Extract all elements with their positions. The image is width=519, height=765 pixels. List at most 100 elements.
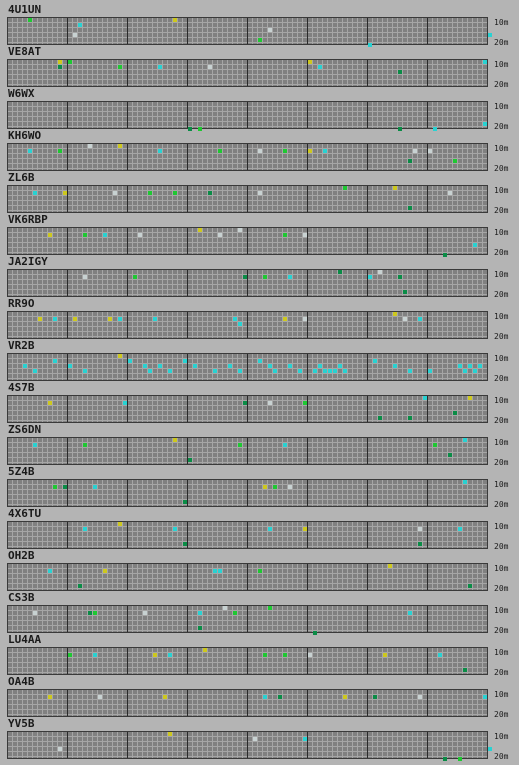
station-callsign: OH2B	[8, 549, 35, 562]
band-label-20m: 20m	[494, 542, 509, 551]
spot-cell	[403, 290, 407, 294]
spot-cell	[213, 369, 217, 373]
spot-cell	[323, 369, 327, 373]
spot-cell	[83, 527, 87, 531]
spot-cell	[223, 606, 227, 610]
spot-cell	[163, 695, 167, 699]
band-label-10m: 10m	[494, 648, 509, 657]
spot-cell	[203, 648, 207, 652]
timeline-grid	[7, 731, 492, 761]
station-callsign: RR9O	[8, 297, 35, 310]
band-label-20m: 20m	[494, 248, 509, 257]
spot-cell	[453, 411, 457, 415]
spot-cell	[288, 485, 292, 489]
station-row-cs3b: CS3B 10m 20m	[0, 592, 519, 635]
spot-cell	[143, 364, 147, 368]
station-callsign: 4X6TU	[8, 507, 42, 520]
spot-cell	[458, 527, 462, 531]
spot-cell	[183, 359, 187, 363]
station-callsign: ZL6B	[8, 171, 35, 184]
spot-cell	[158, 149, 162, 153]
spot-cell	[103, 569, 107, 573]
spot-cell	[463, 480, 467, 484]
spot-cell	[158, 364, 162, 368]
station-row-rr9o: RR9O 10m 20m	[0, 297, 519, 341]
spot-cell	[148, 369, 152, 373]
spot-cell	[468, 396, 472, 400]
spot-cell	[408, 159, 412, 163]
spot-cell	[443, 253, 447, 257]
spot-cell	[258, 149, 262, 153]
spot-cell	[303, 737, 307, 741]
spot-cell	[183, 542, 187, 546]
spot-cell	[233, 317, 237, 321]
spot-cell	[398, 275, 402, 279]
spot-cell	[398, 70, 402, 74]
band-label-10m: 10m	[494, 228, 509, 237]
band-label-10m: 10m	[494, 606, 509, 615]
spot-cell	[338, 364, 342, 368]
spot-cell	[88, 144, 92, 148]
band-label-20m: 20m	[494, 374, 509, 383]
station-callsign: KH6WO	[8, 129, 42, 142]
spot-cell	[118, 354, 122, 358]
station-row-yv5b: YV5B 10m 20m	[0, 718, 519, 761]
spot-cell	[418, 695, 422, 699]
spot-cell	[473, 243, 477, 247]
spot-cell	[198, 626, 202, 630]
spot-cell	[378, 270, 382, 274]
spot-cell	[258, 359, 262, 363]
band-label-20m: 20m	[494, 290, 509, 299]
spot-cell	[368, 43, 372, 47]
spot-cell	[298, 369, 302, 373]
spot-cell	[263, 653, 267, 657]
spot-cell	[458, 757, 462, 761]
spot-cell	[53, 317, 57, 321]
station-callsign: 5Z4B	[8, 465, 35, 478]
spot-cell	[283, 233, 287, 237]
spot-cell	[153, 653, 157, 657]
spot-cell	[483, 60, 487, 64]
timeline-grid	[7, 437, 488, 465]
station-row-5z4b: 5Z4B 10m 20m	[0, 465, 519, 509]
spot-cell	[238, 369, 242, 373]
band-label-10m: 10m	[494, 144, 509, 153]
spot-cell	[283, 653, 287, 657]
station-row-oa4b: OA4B 10m 20m	[0, 676, 519, 719]
spot-cell	[193, 364, 197, 368]
band-label-10m: 10m	[494, 312, 509, 321]
spot-cell	[448, 191, 452, 195]
spot-cell	[393, 186, 397, 190]
spot-cell	[233, 611, 237, 615]
spot-cell	[418, 542, 422, 546]
timeline-grid	[7, 689, 488, 717]
spot-cell	[188, 458, 192, 462]
timeline-grid	[7, 269, 488, 297]
spot-cell	[283, 149, 287, 153]
band-label-10m: 10m	[494, 270, 509, 279]
spot-cell	[393, 364, 397, 368]
timeline-grid	[7, 185, 488, 213]
spot-cell	[83, 275, 87, 279]
spot-cell	[333, 369, 337, 373]
spot-cell	[408, 416, 412, 420]
spot-cell	[93, 611, 97, 615]
band-label-10m: 10m	[494, 60, 509, 69]
spot-cell	[138, 233, 142, 237]
spot-cell	[58, 149, 62, 153]
timeline-grid	[7, 59, 488, 87]
station-row-4s7b: 4S7B 10m 20m	[0, 382, 519, 425]
spot-cell	[108, 317, 112, 321]
spot-cell	[93, 653, 97, 657]
spot-cell	[143, 611, 147, 615]
spot-cell	[303, 527, 307, 531]
spot-cell	[428, 369, 432, 373]
band-label-10m: 10m	[494, 438, 509, 447]
spot-cell	[343, 695, 347, 699]
station-row-ve8at: VE8AT 10m 20m	[0, 46, 519, 89]
spot-cell	[73, 33, 77, 37]
spot-cell	[478, 364, 482, 368]
spot-cell	[238, 322, 242, 326]
station-row-lu4aa: LU4AA 10m 20m	[0, 634, 519, 677]
